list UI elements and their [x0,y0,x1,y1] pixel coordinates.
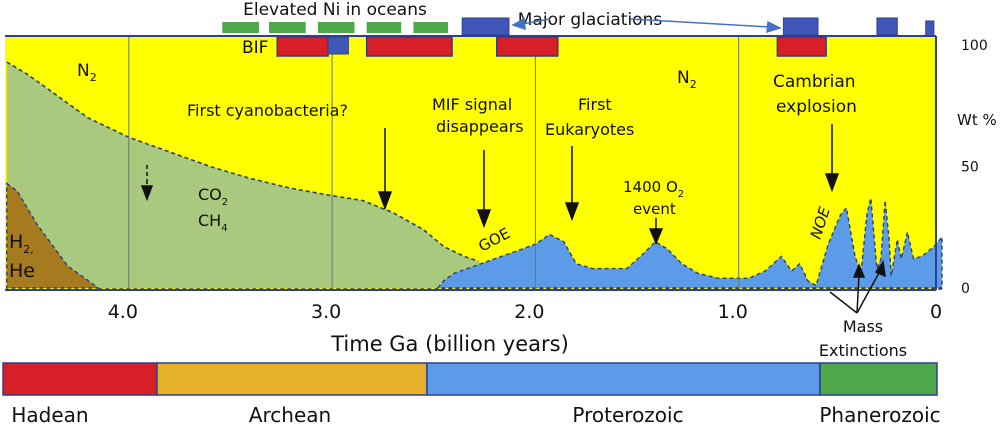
bif-period-bar [365,36,453,57]
o2-area [436,197,943,289]
mass-label-1: Mass [843,317,883,336]
eukaryotes-label-2: Eukaryotes [545,120,634,139]
h2-label: H2, [9,231,34,256]
n2-right-label: N2 [677,68,697,91]
bif-period-bar [776,36,827,57]
eukaryotes-label-1: First [578,95,612,114]
y-tick-label: 50 [961,160,979,176]
eon-bar-proterozoic [426,362,821,396]
eon-bar-archean [156,362,428,396]
eon-label: Phanerozoic [819,403,940,427]
glaciations-label: Major glaciations [518,10,663,30]
o2-event-label-2: event [633,200,676,218]
glaciation-bar [461,17,510,36]
bif-period-bar [276,36,329,57]
ni-label: Elevated Ni in oceans [243,0,427,20]
he-label: He [9,260,35,282]
x-tick-label: 4.0 [108,301,138,323]
x-tick-label: 0 [930,301,942,323]
glaciation-bar [327,36,349,55]
y-tick-label: 0 [961,281,970,297]
x-tick-label: 1.0 [718,301,748,323]
h2-he-area [6,182,101,289]
eon-bar-phanerozoic [819,362,938,396]
cambrian-label-2: explosion [776,97,857,117]
bif-period-bar [496,36,559,57]
ni-period-bar [222,22,259,33]
y-axis-title: Wt % [957,111,997,129]
ni-period-bar [269,22,306,33]
eon-bar-hadean [2,362,158,396]
mif-label-1: MIF signal [432,95,512,114]
cyanobacteria-label: First cyanobacteria? [187,101,348,120]
glaciation-arrows [511,17,783,34]
ni-period-bar [413,22,448,33]
mif-label-2: disappears [436,117,524,136]
eon-label: Archean [249,403,331,427]
co2-label: CO2 [198,185,228,208]
cambrian-label-1: Cambrian [773,72,856,92]
x-tick-label: 3.0 [311,301,341,323]
eon-label: Hadean [11,403,88,427]
bif-label: BIF [242,38,268,58]
o2-event-label-1: 1400 O2 [623,178,684,200]
glaciation-bar [925,20,935,37]
annotation-arrows [140,124,886,314]
mass-label-2: Extinctions [819,341,907,360]
glaciation-bar [876,17,898,36]
eon-label: Proterozoic [572,403,683,427]
ch4-label: CH4 [198,211,228,234]
n2-left-label: N2 [77,61,97,84]
x-tick-label: 2.0 [514,301,544,323]
glaciation-bar [782,17,819,36]
x-axis-title: Time Ga (billion years) [330,332,569,356]
co2-boundary-line [6,61,479,263]
ni-period-bar [366,22,402,33]
ni-period-bar [317,22,355,33]
y-tick-label: 100 [961,38,988,54]
